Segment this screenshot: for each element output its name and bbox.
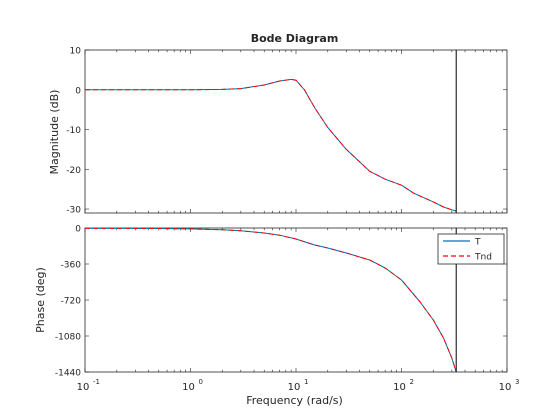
x-tick-exponent: 2 (410, 378, 414, 386)
x-tick-label: 10 (393, 382, 406, 393)
panel-0-frame (84, 49, 508, 214)
legend: T Tnd (437, 233, 505, 265)
magnitude-axis-label: Magnitude (dB) (48, 90, 61, 175)
panel-0-ytick-label: 10 (70, 47, 82, 57)
legend-box (437, 233, 505, 265)
frequency-axis-label: Frequency (rad/s) (246, 394, 343, 407)
panel-1-ytick-label: -1080 (55, 333, 81, 343)
x-tick-exponent: 3 (515, 378, 519, 386)
phase-axis-label: Phase (deg) (34, 267, 47, 333)
x-tick-label: 10 (499, 382, 512, 393)
x-tick-label: 10 (182, 382, 195, 393)
panel-0-ytick-label: -30 (66, 206, 81, 216)
panel-1-series-tnd (84, 227, 457, 373)
lines-layer (84, 50, 457, 373)
panel-0-ytick-label: 0 (75, 86, 81, 96)
panel-1-ytick-label: -360 (61, 261, 82, 271)
legend-label-tnd: Tnd (474, 253, 492, 263)
x-tick-exponent: -1 (93, 378, 100, 386)
panel-0-series-tnd (85, 78, 457, 212)
panel-0-ytick-label: -20 (66, 166, 81, 176)
panel-0-ytick-label: -10 (66, 126, 81, 136)
panel-1-ytick-label: -1440 (55, 369, 81, 379)
panel-1-frame (84, 227, 508, 373)
x-tick-exponent: 1 (304, 378, 308, 386)
legend-label-t: T (474, 238, 481, 248)
x-tick-label: 10 (288, 382, 301, 393)
chart-title: Bode Diagram (251, 32, 339, 45)
x-tick-label: 10 (77, 382, 90, 393)
panel-1-ytick-label: -720 (61, 297, 82, 307)
x-tick-exponent: 0 (199, 378, 203, 386)
panel-1-ytick-label: 0 (75, 225, 81, 235)
